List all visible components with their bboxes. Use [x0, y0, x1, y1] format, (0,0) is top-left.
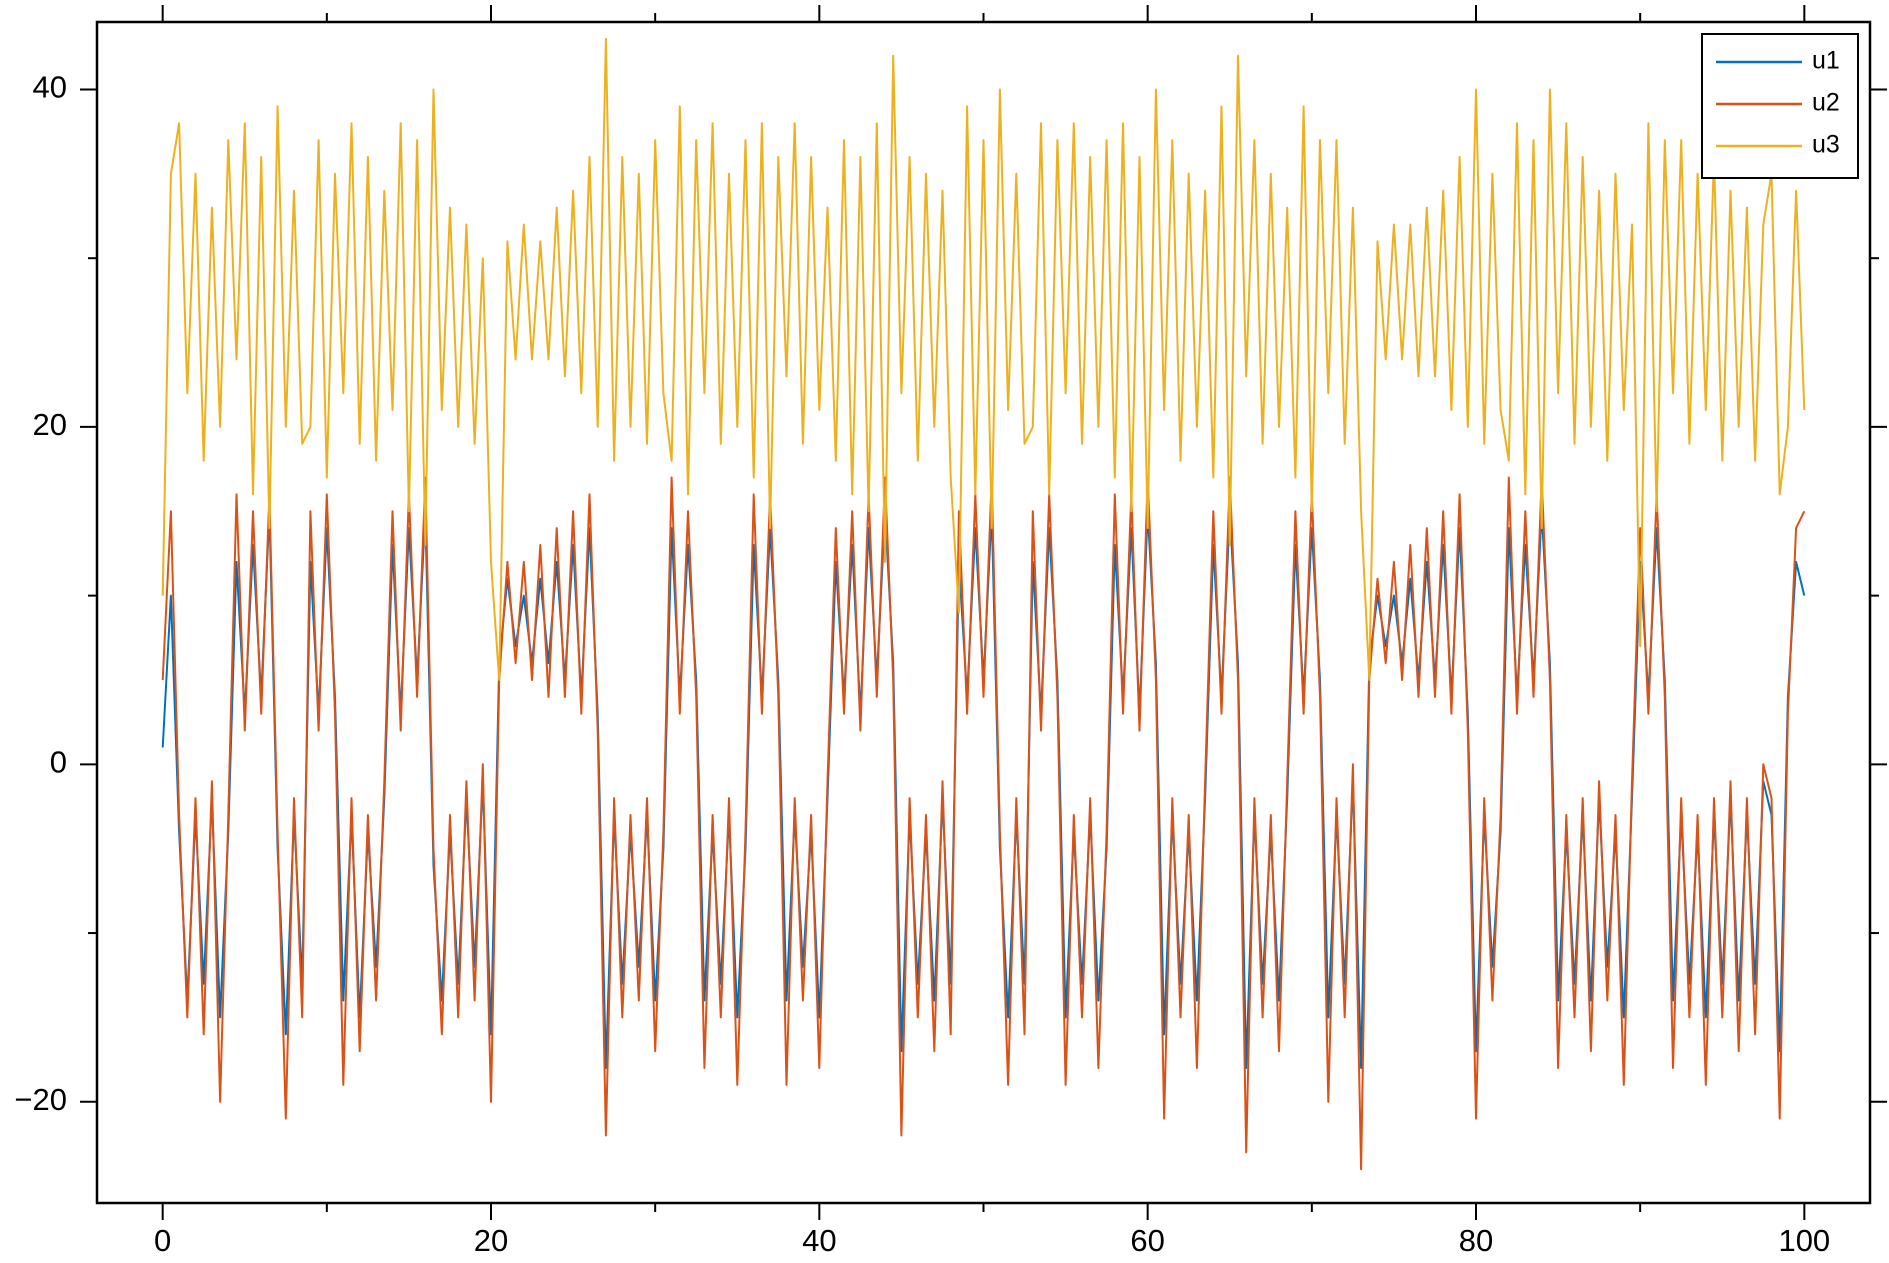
y-tick-label: 0	[50, 745, 67, 780]
y-tick-label: 40	[33, 70, 67, 105]
legend: u1 u2 u3	[1701, 33, 1859, 179]
series-line	[161, 476, 1806, 1171]
x-tick-label: 40	[802, 1223, 836, 1258]
y-tick-label: 20	[33, 407, 67, 442]
legend-label: u1	[1812, 47, 1840, 75]
legend-label: u2	[1812, 89, 1840, 117]
series-line	[161, 37, 1806, 681]
x-tick-label: 100	[1778, 1223, 1830, 1258]
legend-box	[1701, 33, 1859, 179]
x-tick-label: 80	[1459, 1223, 1493, 1258]
x-tick-label: 0	[154, 1223, 171, 1258]
y-tick-label: −20	[14, 1082, 67, 1117]
legend-label: u3	[1812, 131, 1840, 159]
x-tick-label: 60	[1130, 1223, 1164, 1258]
plot-area	[161, 37, 1806, 1171]
x-tick-label: 20	[474, 1223, 508, 1258]
series-line	[161, 510, 1806, 1069]
plot-frame	[95, 20, 1872, 1205]
